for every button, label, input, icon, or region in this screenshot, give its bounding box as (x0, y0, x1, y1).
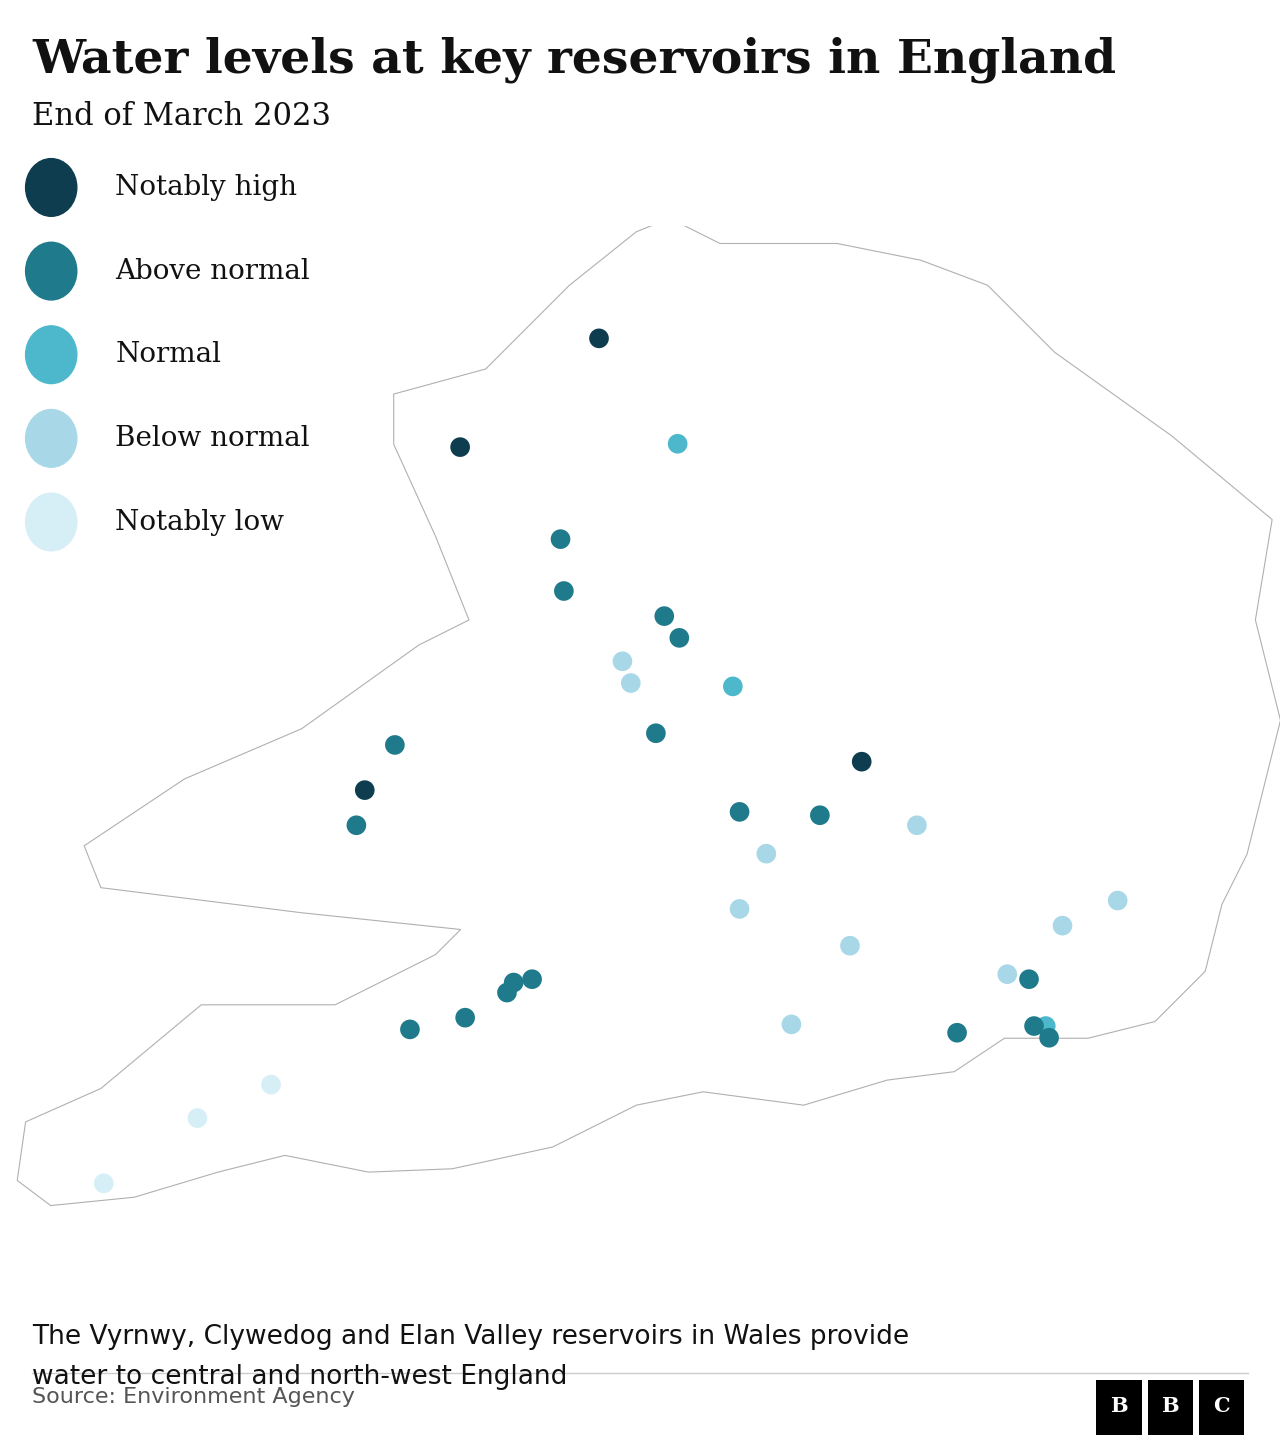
Point (355, 779, 375, 802)
Point (384, 734, 404, 757)
Point (454, 1007, 475, 1030)
Point (346, 813, 366, 836)
Point (1039, 1027, 1060, 1050)
Point (1107, 890, 1128, 913)
Point (503, 970, 524, 994)
Bar (1148, 1380, 1193, 1435)
Text: End of March 2023: End of March 2023 (32, 101, 332, 131)
Text: C: C (1213, 1396, 1230, 1416)
Text: Below normal: Below normal (115, 425, 310, 451)
Text: B: B (1161, 1396, 1179, 1416)
Point (723, 675, 744, 698)
Point (621, 672, 641, 695)
Point (1024, 1015, 1044, 1038)
Point (810, 803, 831, 826)
Point (654, 604, 675, 627)
Point (589, 327, 609, 350)
Point (187, 1106, 207, 1129)
Point (667, 433, 687, 456)
Point (399, 1018, 420, 1041)
Point (1052, 914, 1073, 937)
Point (730, 800, 750, 823)
Point (554, 580, 575, 603)
Point (997, 963, 1018, 986)
Point (522, 968, 543, 991)
Point (612, 650, 632, 673)
Point (645, 721, 666, 744)
Text: The Vyrnwy, Clywedog and Elan Valley reservoirs in Wales provide
water to centra: The Vyrnwy, Clywedog and Elan Valley res… (32, 1324, 909, 1390)
Text: Normal: Normal (115, 342, 221, 368)
Text: Water levels at key reservoirs in England: Water levels at key reservoirs in Englan… (32, 36, 1116, 82)
Bar (1097, 1380, 1142, 1435)
Text: Notably low: Notably low (115, 509, 284, 535)
Point (1036, 1015, 1056, 1038)
Text: Source: Environment Agency: Source: Environment Agency (32, 1387, 355, 1407)
Point (497, 981, 517, 1004)
Text: Above normal: Above normal (115, 258, 310, 284)
Point (756, 842, 777, 865)
Point (730, 897, 750, 920)
Point (947, 1021, 968, 1044)
Point (93, 1172, 114, 1195)
Point (840, 934, 860, 957)
Text: Notably high: Notably high (115, 174, 297, 200)
Point (449, 435, 470, 459)
Point (550, 528, 571, 551)
Text: B: B (1110, 1396, 1128, 1416)
Point (261, 1073, 282, 1096)
Point (906, 813, 927, 836)
Bar (1199, 1380, 1244, 1435)
Point (1019, 968, 1039, 991)
Point (781, 1012, 801, 1035)
Point (669, 626, 690, 649)
Point (851, 750, 872, 773)
